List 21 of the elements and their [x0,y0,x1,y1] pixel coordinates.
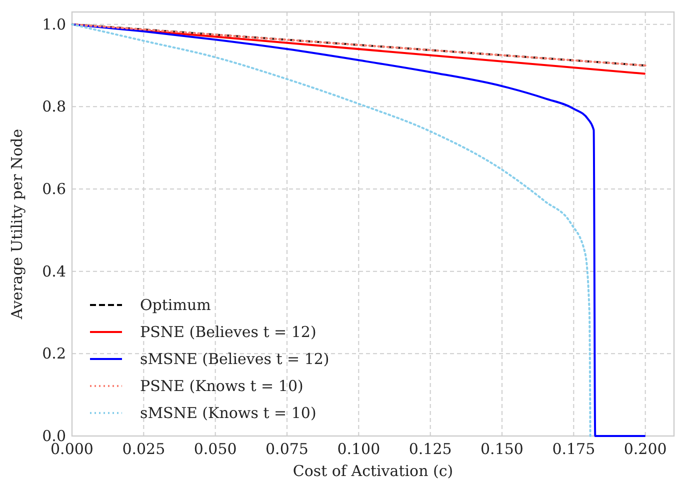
x-tick-label: 0.150 [480,440,524,458]
x-tick-label: 0.075 [266,440,308,458]
y-tick-label: 1.0 [42,15,66,34]
y-tick-label: 0.6 [42,180,66,198]
x-tick-label: 0.100 [337,440,380,458]
x-tick-label: 0.050 [194,440,237,458]
x-tick-label: 0.125 [408,440,452,458]
legend-label: PSNE (Knows t = 10) [140,377,304,395]
y-axis-title: Average Utility per Node [8,128,26,320]
y-tick-label: 0.2 [42,344,66,363]
x-tick-label: 0.000 [50,440,94,458]
x-axis-title: Cost of Activation (c) [292,462,454,480]
legend-label: sMSNE (Knows t = 10) [140,404,316,422]
x-tick-label: 0.025 [122,440,166,458]
x-tick-label: 0.175 [552,440,596,458]
x-tick-label: 0.200 [624,440,667,458]
y-tick-label: 0.4 [42,262,66,280]
y-tick-label: 0.8 [42,98,66,116]
legend-label: Optimum [140,296,211,314]
legend-label: sMSNE (Believes t = 12) [140,350,330,368]
legend-label: PSNE (Believes t = 12) [140,323,316,341]
